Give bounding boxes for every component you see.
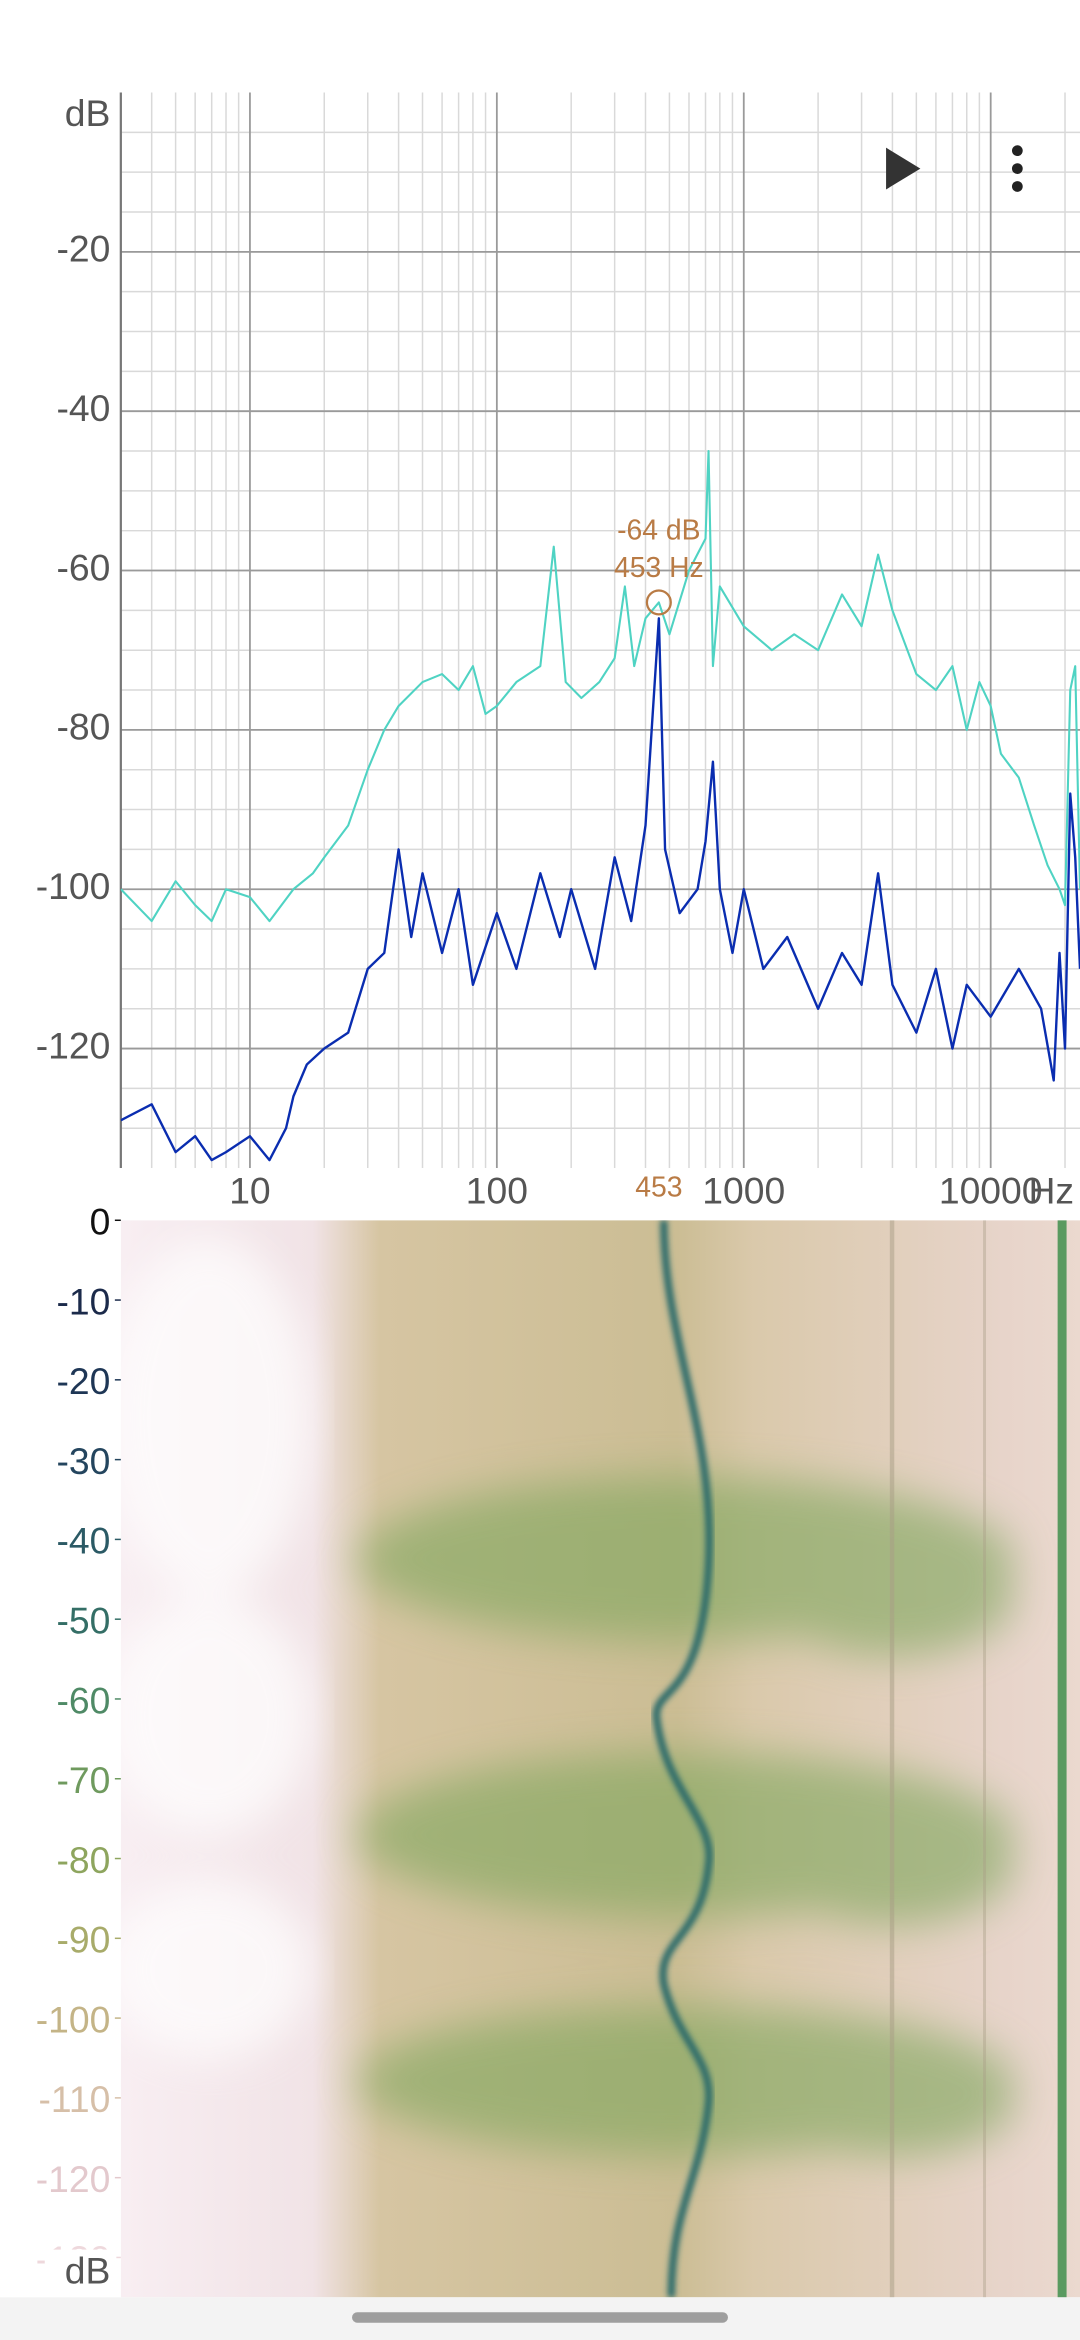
y-tick-label: -40	[56, 387, 110, 429]
spectrum-plot	[120, 92, 1080, 1169]
color-scale-label: -100	[36, 1998, 111, 2040]
color-scale-label: 0	[90, 1201, 111, 1243]
color-scale-label: -110	[39, 2078, 111, 2120]
y-tick-label: -60	[56, 546, 110, 588]
spectrogram-image	[120, 1220, 1080, 2298]
y-tick-label: -120	[36, 1024, 111, 1066]
color-scale-label: -70	[56, 1759, 110, 1801]
color-scale-label: -40	[56, 1520, 110, 1562]
x-tick-label: 100	[466, 1169, 528, 1211]
x-tick-label: 10000	[939, 1169, 1043, 1211]
cursor-value: -64 dB	[617, 515, 700, 547]
series-group	[120, 449, 1080, 1162]
color-scale-label: -60	[56, 1679, 110, 1721]
status-bar	[0, 0, 1080, 90]
x-tick-label: 1000	[702, 1169, 785, 1211]
y-unit-label: dB	[65, 92, 111, 134]
color-scale-label: -90	[56, 1919, 110, 1961]
color-scale-label: -20	[56, 1360, 110, 1402]
spectrum-line	[120, 449, 1080, 923]
unit-backdrop	[44, 2249, 117, 2295]
y-unit-label: dB	[65, 2249, 111, 2291]
cursor-axis-label: 453	[635, 1171, 682, 1203]
y-tick-label: -20	[56, 228, 110, 270]
spectrogram-chart: 0 -10 -20 -30 -40 -50 -60 -70 -80 -90 -100 -110 -120…	[36, 1201, 121, 2295]
menu-button[interactable]	[1011, 145, 1023, 192]
spectrum-chart: 10 100 1000 10000 -120 -100 -80 -60 -40 -20 dB Hz -6…	[36, 92, 1080, 1211]
cursor-frequency: 453 Hz	[614, 552, 704, 584]
home-indicator[interactable]	[352, 2312, 728, 2323]
x-unit-label: Hz	[1028, 1169, 1074, 1211]
color-scale-label: -10	[56, 1280, 110, 1322]
play-button[interactable]	[886, 147, 921, 190]
spectrum-line	[120, 617, 1080, 1162]
color-scale-label: -80	[56, 1839, 110, 1881]
y-tick-label: -100	[36, 865, 111, 907]
color-scale-label: -30	[56, 1440, 110, 1482]
x-tick-label: 10	[229, 1169, 270, 1211]
color-scale-label: -50	[56, 1600, 110, 1642]
cursor-marker	[645, 589, 672, 616]
grid	[120, 92, 1080, 1169]
y-tick-label: -80	[56, 706, 110, 748]
color-scale-label: -120	[36, 2158, 111, 2200]
